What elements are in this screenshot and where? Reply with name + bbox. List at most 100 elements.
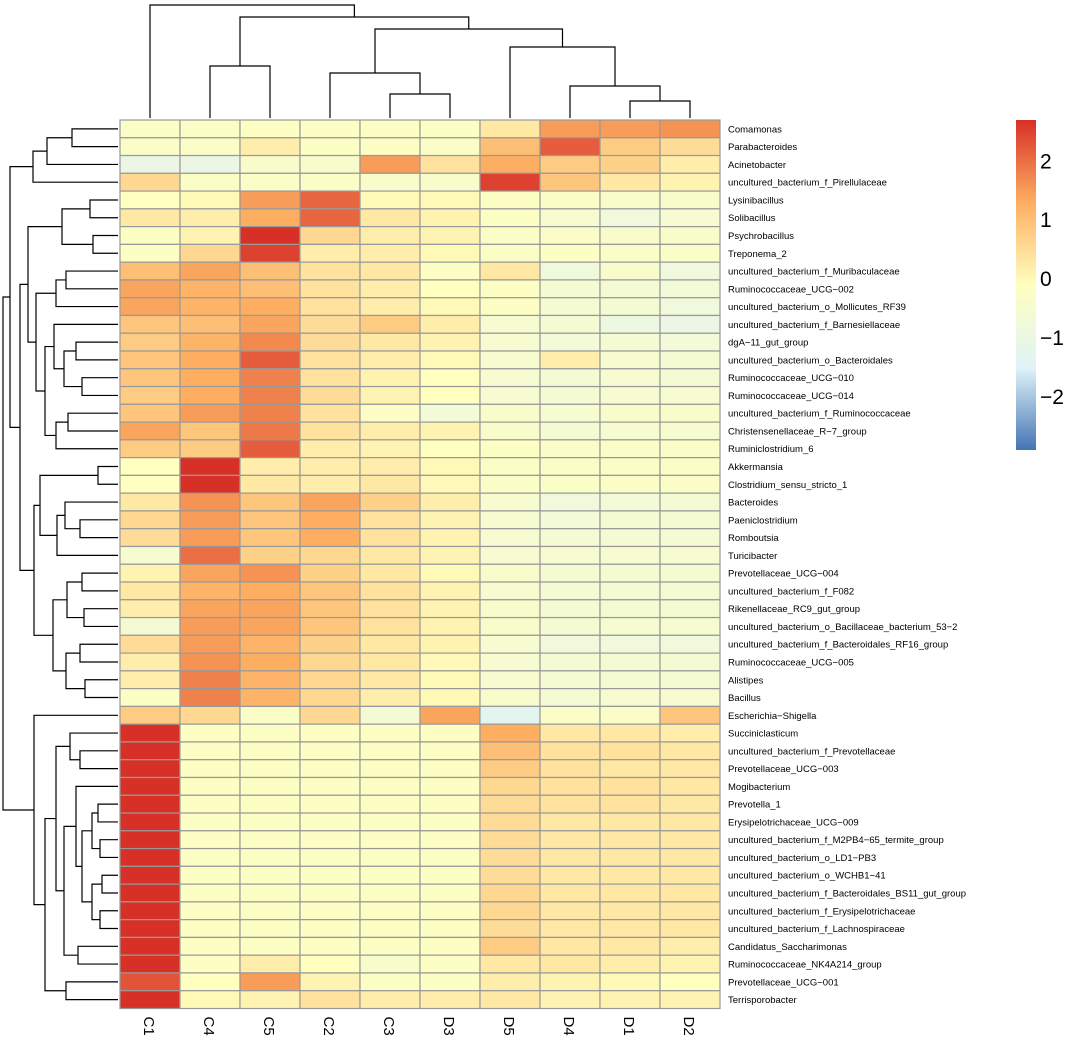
heatmap-cell <box>419 528 481 548</box>
heatmap-cell <box>299 865 361 885</box>
heatmap-cell <box>179 190 241 210</box>
heatmap-cell <box>599 243 661 263</box>
heatmap-cell <box>359 474 421 494</box>
heatmap-cell <box>599 439 661 459</box>
heatmap-cell <box>479 812 541 832</box>
heatmap-cell <box>359 190 421 210</box>
heatmap-cell <box>419 794 481 814</box>
heatmap-cell <box>539 137 601 157</box>
row-label: uncultured_bacterium_f_Ruminococcaceae <box>728 409 911 420</box>
heatmap-cell <box>539 812 601 832</box>
heatmap-cell <box>119 421 181 441</box>
heatmap-cell <box>419 652 481 672</box>
heatmap-cell <box>239 741 301 761</box>
heatmap-cell <box>299 759 361 779</box>
heatmap-cell <box>299 776 361 796</box>
heatmap-cell <box>119 403 181 423</box>
colorbar-tick-label: −2 <box>1040 386 1064 409</box>
heatmap-cell <box>659 652 721 672</box>
heatmap-cell <box>239 457 301 477</box>
heatmap-cell <box>299 350 361 370</box>
heatmap-cell <box>359 457 421 477</box>
heatmap-cell <box>599 741 661 761</box>
heatmap-cell <box>659 794 721 814</box>
dendrogram-branch <box>84 679 118 699</box>
column-label: D1 <box>620 1017 637 1036</box>
heatmap-cell <box>419 385 481 405</box>
colorbar-tick-label: 0 <box>1040 268 1052 291</box>
row-label: uncultured_bacterium_f_Prevotellaceae <box>728 746 895 757</box>
heatmap-cell <box>659 528 721 548</box>
heatmap-cell <box>119 119 181 139</box>
heatmap-cell <box>359 208 421 228</box>
heatmap-cell <box>359 385 421 405</box>
heatmap-cell <box>179 954 241 974</box>
heatmap-cell <box>479 492 541 512</box>
heatmap-cell <box>599 723 661 743</box>
heatmap-cell <box>479 154 541 174</box>
heatmap-cell <box>239 990 301 1010</box>
heatmap-cell <box>599 172 661 192</box>
heatmap-cell <box>359 812 421 832</box>
heatmap-cell <box>179 208 241 228</box>
heatmap-cell <box>179 137 241 157</box>
heatmap-cell <box>359 492 421 512</box>
heatmap-cell <box>119 154 181 174</box>
column-label: C5 <box>260 1017 277 1036</box>
row-label: uncultured_bacterium_f_Lachnospiraceae <box>728 924 905 935</box>
heatmap-cell <box>119 847 181 867</box>
heatmap-cell <box>239 510 301 530</box>
heatmap-cell <box>479 190 541 210</box>
heatmap-cell <box>659 972 721 992</box>
heatmap-cell <box>359 403 421 423</box>
row-label: uncultured_bacterium_f_Erysipelotrichace… <box>728 906 915 917</box>
heatmap-cell <box>239 314 301 334</box>
heatmap-cell <box>419 581 481 601</box>
heatmap-cell <box>119 190 181 210</box>
heatmap-cell <box>299 616 361 636</box>
heatmap-cell <box>119 563 181 583</box>
heatmap-cell <box>239 563 301 583</box>
dendrogram-branch <box>569 85 661 118</box>
dendrogram-branch <box>55 279 118 308</box>
heatmap-cell <box>479 279 541 299</box>
heatmap-cell <box>659 723 721 743</box>
heatmap-cell <box>659 350 721 370</box>
heatmap-cell <box>419 457 481 477</box>
heatmap-cell <box>119 652 181 672</box>
row-label: Ruminococcaceae_UCG−005 <box>728 657 854 668</box>
heatmap-cell <box>239 954 301 974</box>
heatmap-cell <box>599 421 661 441</box>
heatmap-cell <box>119 457 181 477</box>
dendrogram-branch <box>75 341 118 361</box>
heatmap-cell <box>659 741 721 761</box>
heatmap-cell <box>479 688 541 708</box>
row-label: uncultured_bacterium_f_Muribaculaceae <box>728 267 900 278</box>
heatmap-cell <box>119 243 181 263</box>
heatmap-cell <box>119 705 181 725</box>
heatmap-cell <box>299 385 361 405</box>
heatmap-cell <box>299 830 361 850</box>
heatmap-cell <box>539 545 601 565</box>
heatmap-cell <box>419 350 481 370</box>
heatmap-cell <box>119 599 181 619</box>
heatmap-cell <box>539 972 601 992</box>
heatmap-cell <box>179 421 241 441</box>
heatmap-cell <box>539 776 601 796</box>
heatmap-cell <box>599 226 661 245</box>
heatmap-cell <box>419 368 481 388</box>
heatmap-cell <box>299 954 361 974</box>
row-label: Mogibacterium <box>728 782 790 793</box>
row-label: Succiniclasticum <box>728 729 798 740</box>
heatmap-cell <box>599 457 661 477</box>
heatmap-cell <box>539 226 601 245</box>
heatmap-cell <box>359 563 421 583</box>
dendrogram-branch <box>91 812 100 850</box>
heatmap-cell <box>599 936 661 956</box>
heatmap-cell <box>239 385 301 405</box>
heatmap-cell <box>299 688 361 708</box>
heatmap-cell <box>359 652 421 672</box>
row-label: Parabacteroides <box>728 142 797 153</box>
